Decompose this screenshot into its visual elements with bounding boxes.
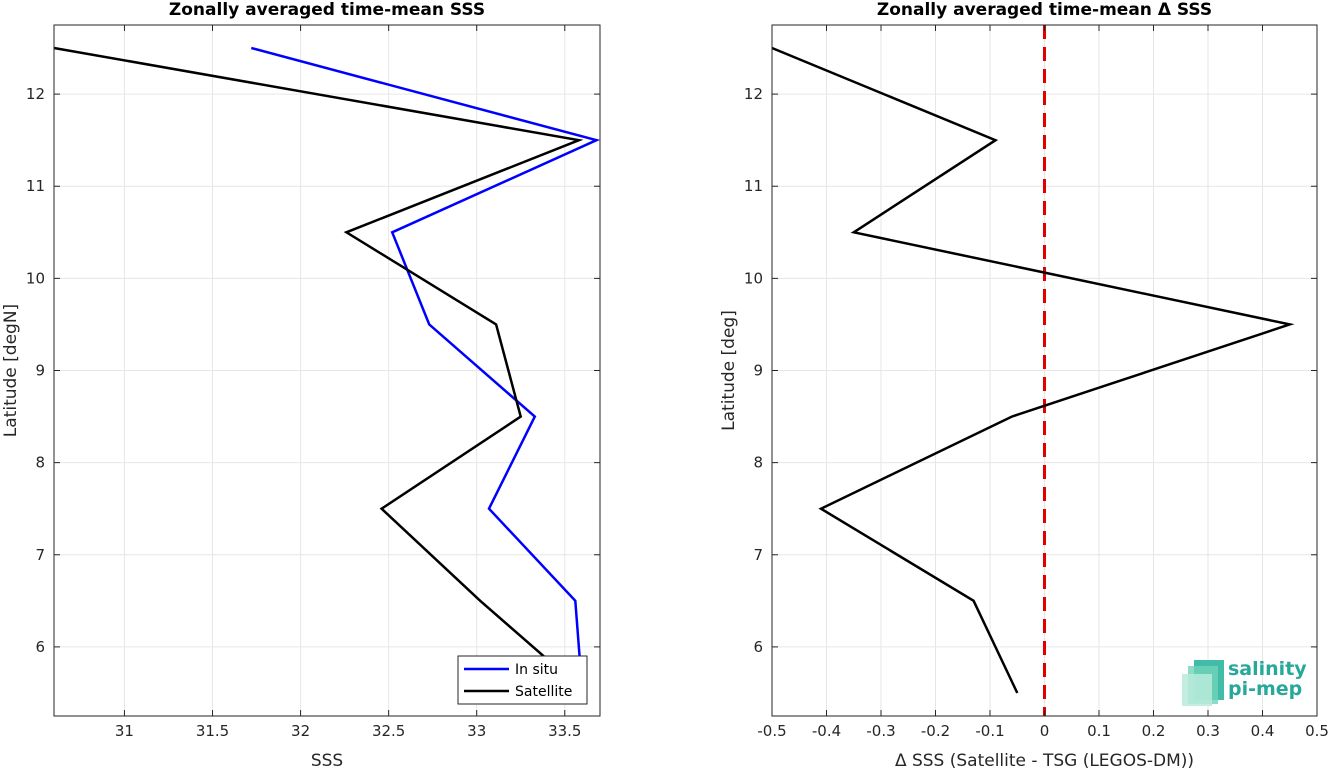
- y-tick-label: 6: [753, 638, 763, 656]
- y-tick-label: 8: [753, 454, 763, 472]
- x-tick-label: 32.5: [372, 722, 405, 740]
- y-tick-label: 12: [26, 85, 45, 103]
- chart-title: Zonally averaged time-mean SSS: [169, 0, 485, 20]
- logo-line2: pi-mep: [1228, 678, 1303, 700]
- legend-label: Satellite: [515, 684, 572, 700]
- sss-panel: 31 31.5 32 32.5 33 33.5 6 7 8 9 10 11 12 Zonally aver…: [1, 0, 601, 769]
- y-tick-label: 8: [35, 454, 45, 472]
- y-tick-label: 11: [744, 177, 763, 195]
- y-tick-label: 11: [26, 177, 45, 195]
- legend-label: In situ: [515, 662, 558, 678]
- x-tick-label: 32: [291, 722, 310, 740]
- x-tick-label: 0.5: [1305, 722, 1329, 740]
- y-tick-label: 10: [744, 269, 763, 287]
- wave-icon: [1182, 660, 1224, 706]
- logo-line1: salinity: [1228, 658, 1307, 680]
- series-line-in-situ: [250, 46, 601, 694]
- delta-sss-panel: -0.5 -0.4 -0.3 -0.2 -0.1 0 0.1 0.2 0.3 0.4 0.5 6 7 8 9…: [719, 0, 1329, 769]
- y-axis-label: Latitude [degN]: [1, 304, 21, 437]
- x-tick-label: 31.5: [196, 722, 229, 740]
- x-tick-label: 33.5: [548, 722, 581, 740]
- y-tick-label: 9: [753, 362, 763, 380]
- x-tick-label: -0.5: [757, 722, 786, 740]
- x-tick-label: 0.3: [1196, 722, 1220, 740]
- y-tick-label: 6: [35, 638, 45, 656]
- x-tick-label: 0.1: [1087, 722, 1111, 740]
- x-tick-label: 0.4: [1251, 722, 1275, 740]
- x-tick-label: 33: [467, 722, 486, 740]
- legend: In situ Satellite: [457, 655, 588, 705]
- x-tick-label: -0.4: [812, 722, 841, 740]
- y-tick-label: 9: [35, 362, 45, 380]
- y-tick-label: 7: [35, 546, 45, 564]
- x-tick-label: 0: [1040, 722, 1050, 740]
- chart-title: Zonally averaged time-mean Δ SSS: [877, 0, 1212, 20]
- x-tick-label: -0.3: [866, 722, 895, 740]
- x-axis-label: SSS: [311, 751, 343, 769]
- y-tick-label: 7: [753, 546, 763, 564]
- x-tick-label: -0.1: [975, 722, 1004, 740]
- series-line-0: [771, 46, 1295, 694]
- y-tick-label: 12: [744, 85, 763, 103]
- y-axis-label: Latitude [deg]: [719, 310, 739, 431]
- x-tick-label: -0.2: [921, 722, 950, 740]
- y-tick-label: 10: [26, 269, 45, 287]
- x-axis-label: Δ SSS (Satellite - TSG (LEGOS-DM)): [895, 751, 1194, 769]
- salinity-pi-mep-logo: salinity pi-mep: [1180, 656, 1310, 708]
- x-tick-label: 0.2: [1142, 722, 1166, 740]
- legend-box: [457, 655, 588, 705]
- x-tick-label: 31: [115, 722, 134, 740]
- series-line-satellite: [53, 46, 587, 694]
